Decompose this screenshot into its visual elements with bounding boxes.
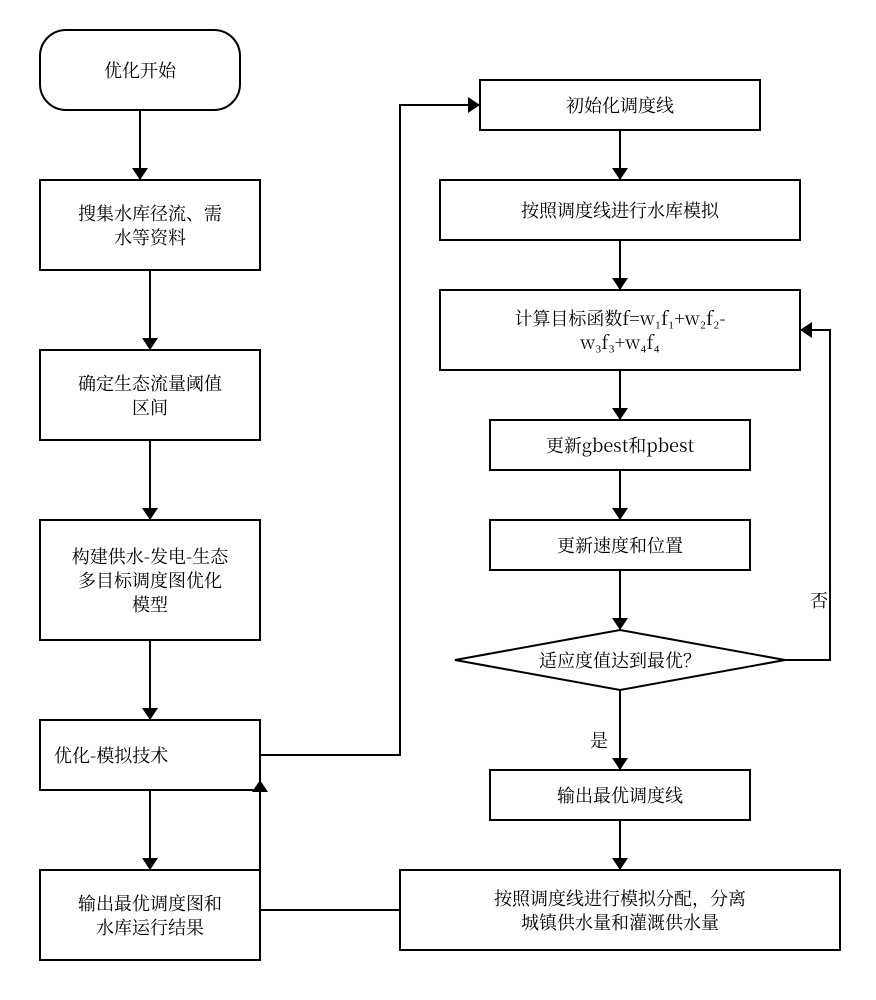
branch-label: 是 — [590, 727, 608, 753]
svg-text:确定生态流量阈值: 确定生态流量阈值 — [78, 370, 222, 396]
svg-text:优化-模拟技术: 优化-模拟技术 — [54, 742, 168, 768]
svg-text:适应度值达到最优？: 适应度值达到最优？ — [539, 647, 701, 673]
svg-text:初始化调度线: 初始化调度线 — [566, 92, 674, 118]
svg-text:城镇供水量和灌溉供水量: 城镇供水量和灌溉供水量 — [521, 909, 719, 935]
svg-text:优化开始: 优化开始 — [104, 57, 177, 83]
svg-text:按照调度线进行水库模拟: 按照调度线进行水库模拟 — [521, 197, 720, 223]
branch-label: 否 — [810, 587, 828, 613]
svg-text:多目标调度图优化: 多目标调度图优化 — [78, 567, 222, 593]
svg-text:模型: 模型 — [132, 591, 168, 617]
svg-text:搜集水库径流、需: 搜集水库径流、需 — [78, 200, 222, 226]
edge — [260, 780, 400, 910]
svg-text:水库运行结果: 水库运行结果 — [96, 914, 204, 940]
svg-text:计算目标函数f=w₁f₁+w₂f₂-: 计算目标函数f=w₁f₁+w₂f₂- — [514, 305, 725, 331]
svg-text:更新gbest和pbest: 更新gbest和pbest — [546, 432, 695, 458]
svg-text:构建供水-发电-生态: 构建供水-发电-生态 — [72, 543, 229, 569]
svg-text:w₃f₃+w₄f₄: w₃f₃+w₄f₄ — [579, 329, 660, 355]
svg-text:输出最优调度线: 输出最优调度线 — [557, 782, 683, 808]
flowchart: 优化开始搜集水库径流、需水等资料确定生态流量阈值区间构建供水-发电-生态多目标调… — [0, 0, 876, 1000]
svg-text:输出最优调度图和: 输出最优调度图和 — [78, 890, 222, 916]
svg-text:水等资料: 水等资料 — [114, 224, 186, 250]
svg-text:按照调度线进行模拟分配，分离: 按照调度线进行模拟分配，分离 — [494, 885, 746, 911]
svg-text:更新速度和位置: 更新速度和位置 — [557, 532, 683, 558]
svg-text:区间: 区间 — [132, 394, 168, 420]
